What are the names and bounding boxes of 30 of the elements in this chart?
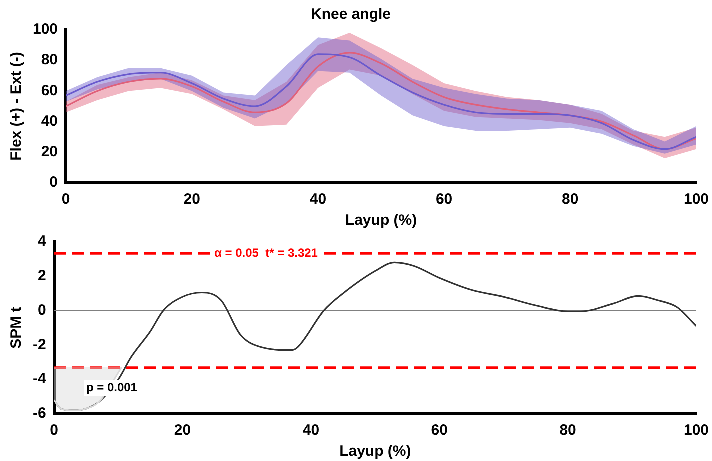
x-tick-label: 100 bbox=[684, 191, 709, 208]
x-tick-label: 20 bbox=[184, 191, 200, 208]
y-tick-label: 40 bbox=[41, 112, 58, 130]
x-tick-label: 40 bbox=[302, 422, 320, 440]
x-tick-label: 40 bbox=[310, 191, 327, 208]
x-axis-title: Layup (%) bbox=[340, 443, 412, 460]
y-tick-label: 20 bbox=[41, 144, 58, 161]
x-tick-label: 100 bbox=[684, 422, 709, 440]
x-tick-label: 20 bbox=[174, 422, 192, 440]
y-tick-label: -4 bbox=[32, 370, 47, 388]
chart-title: Knee angle bbox=[310, 6, 392, 24]
x-tick-label: 80 bbox=[560, 422, 576, 440]
y-axis-title: Flex (+) - Ext (-) bbox=[8, 52, 26, 161]
y-tick-label: 100 bbox=[32, 21, 58, 38]
y-tick-label: 4 bbox=[38, 233, 47, 250]
y-tick-label: 0 bbox=[38, 302, 46, 319]
x-tick-label: 80 bbox=[562, 191, 579, 208]
ref-line-label: α = 0.05 t* = 3.321 bbox=[214, 246, 318, 260]
y-axis-title: SPM t bbox=[8, 307, 26, 349]
x-tick-label: 60 bbox=[431, 422, 448, 440]
y-tick-label: 80 bbox=[41, 52, 58, 69]
y-tick-label: 2 bbox=[38, 268, 46, 285]
annotation: p = 0.001 bbox=[86, 380, 138, 394]
x-tick-label: 60 bbox=[436, 191, 453, 208]
y-tick-label: -6 bbox=[32, 405, 46, 422]
x-tick-label: 0 bbox=[62, 191, 70, 208]
y-tick-label: -2 bbox=[32, 336, 46, 354]
x-axis-title: Layup (%) bbox=[345, 212, 418, 230]
y-tick-label: 0 bbox=[50, 174, 58, 192]
y-tick-label: 60 bbox=[41, 82, 58, 100]
